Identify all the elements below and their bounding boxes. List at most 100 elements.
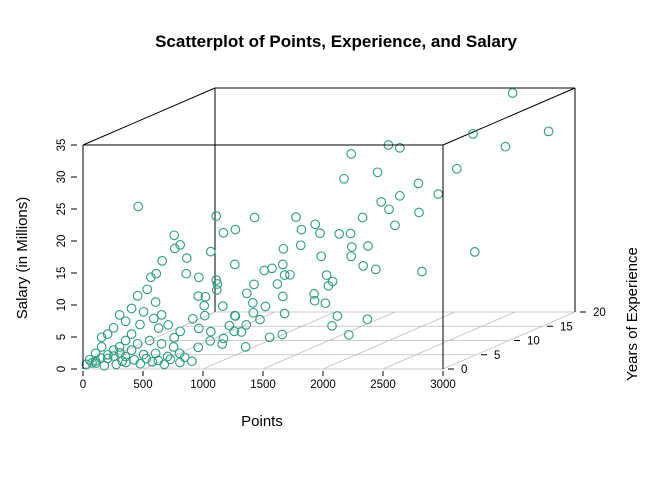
data-point [468,129,478,139]
data-point [165,354,176,365]
data-point [115,348,125,358]
data-point [187,313,198,324]
data-point [120,335,131,346]
x-tick-label: 0 [80,379,86,391]
data-point [159,359,170,370]
data-point [121,357,131,368]
data-point [132,290,143,301]
data-point [316,251,327,262]
data-point [126,345,137,355]
x-tick-label: 2500 [370,379,396,391]
data-point [543,126,554,137]
data-point [181,253,192,263]
data-point [109,351,119,361]
data-point [372,167,383,178]
data-point [413,178,424,189]
data-point [163,320,174,330]
data-point [211,211,222,221]
data-point [309,289,319,299]
z-tick-label: 25 [56,203,68,216]
data-point [230,311,241,321]
x-tick-label: 1500 [250,379,276,391]
data-point [279,308,290,319]
data-point [217,301,228,311]
z-tick-label: 0 [56,366,68,372]
data-point [320,298,331,309]
y-axis-label: Years of Experience [624,247,641,381]
data-point [417,266,427,277]
data-point [199,310,210,321]
data-point [332,311,343,321]
data-point [193,323,204,334]
data-point [414,207,424,218]
data-point [357,212,368,223]
data-point [199,300,210,311]
data-point [150,297,161,307]
data-point [153,355,164,366]
data-point [249,279,259,290]
data-point [193,342,204,353]
data-point [229,259,240,270]
box-back-edges [82,87,576,312]
data-point [150,348,161,359]
data-point [147,356,158,367]
data-point [175,357,185,368]
data-point [162,351,173,362]
y-tick-label: 20 [593,307,606,319]
data-point [114,342,125,352]
x-tick-label: 2000 [310,379,336,391]
data-point [169,332,180,343]
data-point [205,246,216,257]
data-point [135,319,145,330]
data-point [346,251,357,262]
data-point [451,163,462,174]
data-point [291,212,301,222]
data-point [267,263,277,274]
data-point [126,303,137,314]
data-point [181,268,192,279]
data-point [240,342,251,352]
data-point [327,276,338,287]
z-tick-label: 10 [56,299,68,312]
x-tick-label: 3000 [430,379,456,391]
data-point [108,322,119,333]
data-point [179,352,190,363]
data-point [108,345,119,355]
data-point [248,307,259,318]
data-point [309,295,320,306]
data-point [175,326,186,337]
data-point [114,310,125,320]
y-tick-label: 10 [527,336,540,348]
data-point [394,190,405,201]
data-point [259,265,270,276]
data-point [260,301,271,312]
data-point [500,141,511,152]
data-point [126,329,137,339]
data-point [135,358,146,369]
data-point [157,256,168,266]
data-point [346,242,357,252]
data-point [212,279,223,289]
data-point [241,288,252,299]
data-point [175,240,186,250]
data-point [247,298,258,308]
x-tick-label: 500 [133,379,152,391]
y-tick-label: 5 [494,350,500,362]
data-point [249,212,260,223]
chart-title: Scatterplot of Points, Experience, and S… [155,32,517,51]
data-point [362,314,373,325]
data-point [142,284,153,295]
data-point [345,228,356,239]
z-tick-label: 30 [56,171,68,184]
data-point [156,338,167,349]
data-point [376,197,387,207]
data-point [145,272,156,283]
z-tick-label: 20 [56,235,68,248]
data-point [141,353,152,364]
data-point [255,314,265,325]
data-point [120,316,131,327]
data-point [144,335,155,346]
data-point [153,323,164,333]
x-axis-label: Points [241,413,283,430]
